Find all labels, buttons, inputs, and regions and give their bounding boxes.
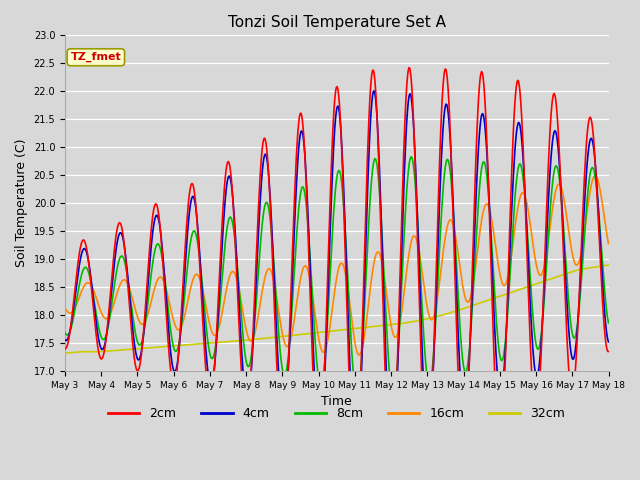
2cm — [405, 65, 413, 71]
8cm — [389, 393, 397, 399]
Title: Tonzi Soil Temperature Set A: Tonzi Soil Temperature Set A — [228, 15, 446, 30]
Line: 4cm: 4cm — [65, 91, 609, 453]
2cm — [61, 346, 69, 352]
4cm — [420, 390, 428, 396]
16cm — [591, 173, 599, 179]
8cm — [605, 320, 612, 326]
Line: 2cm: 2cm — [65, 68, 609, 474]
8cm — [127, 298, 134, 304]
8cm — [182, 279, 190, 285]
8cm — [408, 154, 415, 160]
Text: TZ_fmet: TZ_fmet — [70, 52, 121, 62]
4cm — [211, 362, 218, 368]
Legend: 2cm, 4cm, 8cm, 16cm, 32cm: 2cm, 4cm, 8cm, 16cm, 32cm — [103, 402, 570, 425]
4cm — [61, 337, 69, 343]
2cm — [420, 431, 428, 436]
32cm — [182, 342, 190, 348]
16cm — [419, 278, 427, 284]
32cm — [61, 350, 69, 356]
Line: 8cm: 8cm — [65, 157, 609, 396]
Line: 16cm: 16cm — [65, 176, 609, 355]
2cm — [71, 288, 79, 293]
2cm — [182, 232, 190, 238]
4cm — [71, 295, 79, 301]
Line: 32cm: 32cm — [65, 265, 609, 353]
X-axis label: Time: Time — [321, 396, 352, 408]
32cm — [605, 263, 612, 268]
8cm — [420, 338, 428, 344]
4cm — [182, 251, 190, 256]
16cm — [71, 305, 79, 311]
4cm — [352, 450, 360, 456]
2cm — [127, 320, 134, 326]
4cm — [127, 306, 134, 312]
16cm — [61, 305, 69, 311]
2cm — [211, 361, 218, 367]
32cm — [419, 317, 426, 323]
16cm — [182, 307, 190, 313]
Y-axis label: Soil Temperature (C): Soil Temperature (C) — [15, 139, 28, 267]
32cm — [211, 340, 218, 346]
4cm — [371, 88, 378, 94]
4cm — [404, 100, 412, 106]
16cm — [355, 352, 363, 358]
2cm — [351, 471, 359, 477]
4cm — [605, 339, 612, 345]
8cm — [211, 349, 218, 355]
16cm — [211, 333, 218, 338]
8cm — [61, 330, 69, 336]
32cm — [71, 349, 79, 355]
8cm — [404, 178, 412, 184]
2cm — [605, 348, 612, 354]
16cm — [404, 262, 412, 267]
32cm — [127, 347, 134, 352]
8cm — [71, 307, 79, 313]
32cm — [403, 320, 410, 325]
2cm — [404, 74, 412, 80]
16cm — [127, 290, 134, 296]
16cm — [605, 241, 612, 247]
